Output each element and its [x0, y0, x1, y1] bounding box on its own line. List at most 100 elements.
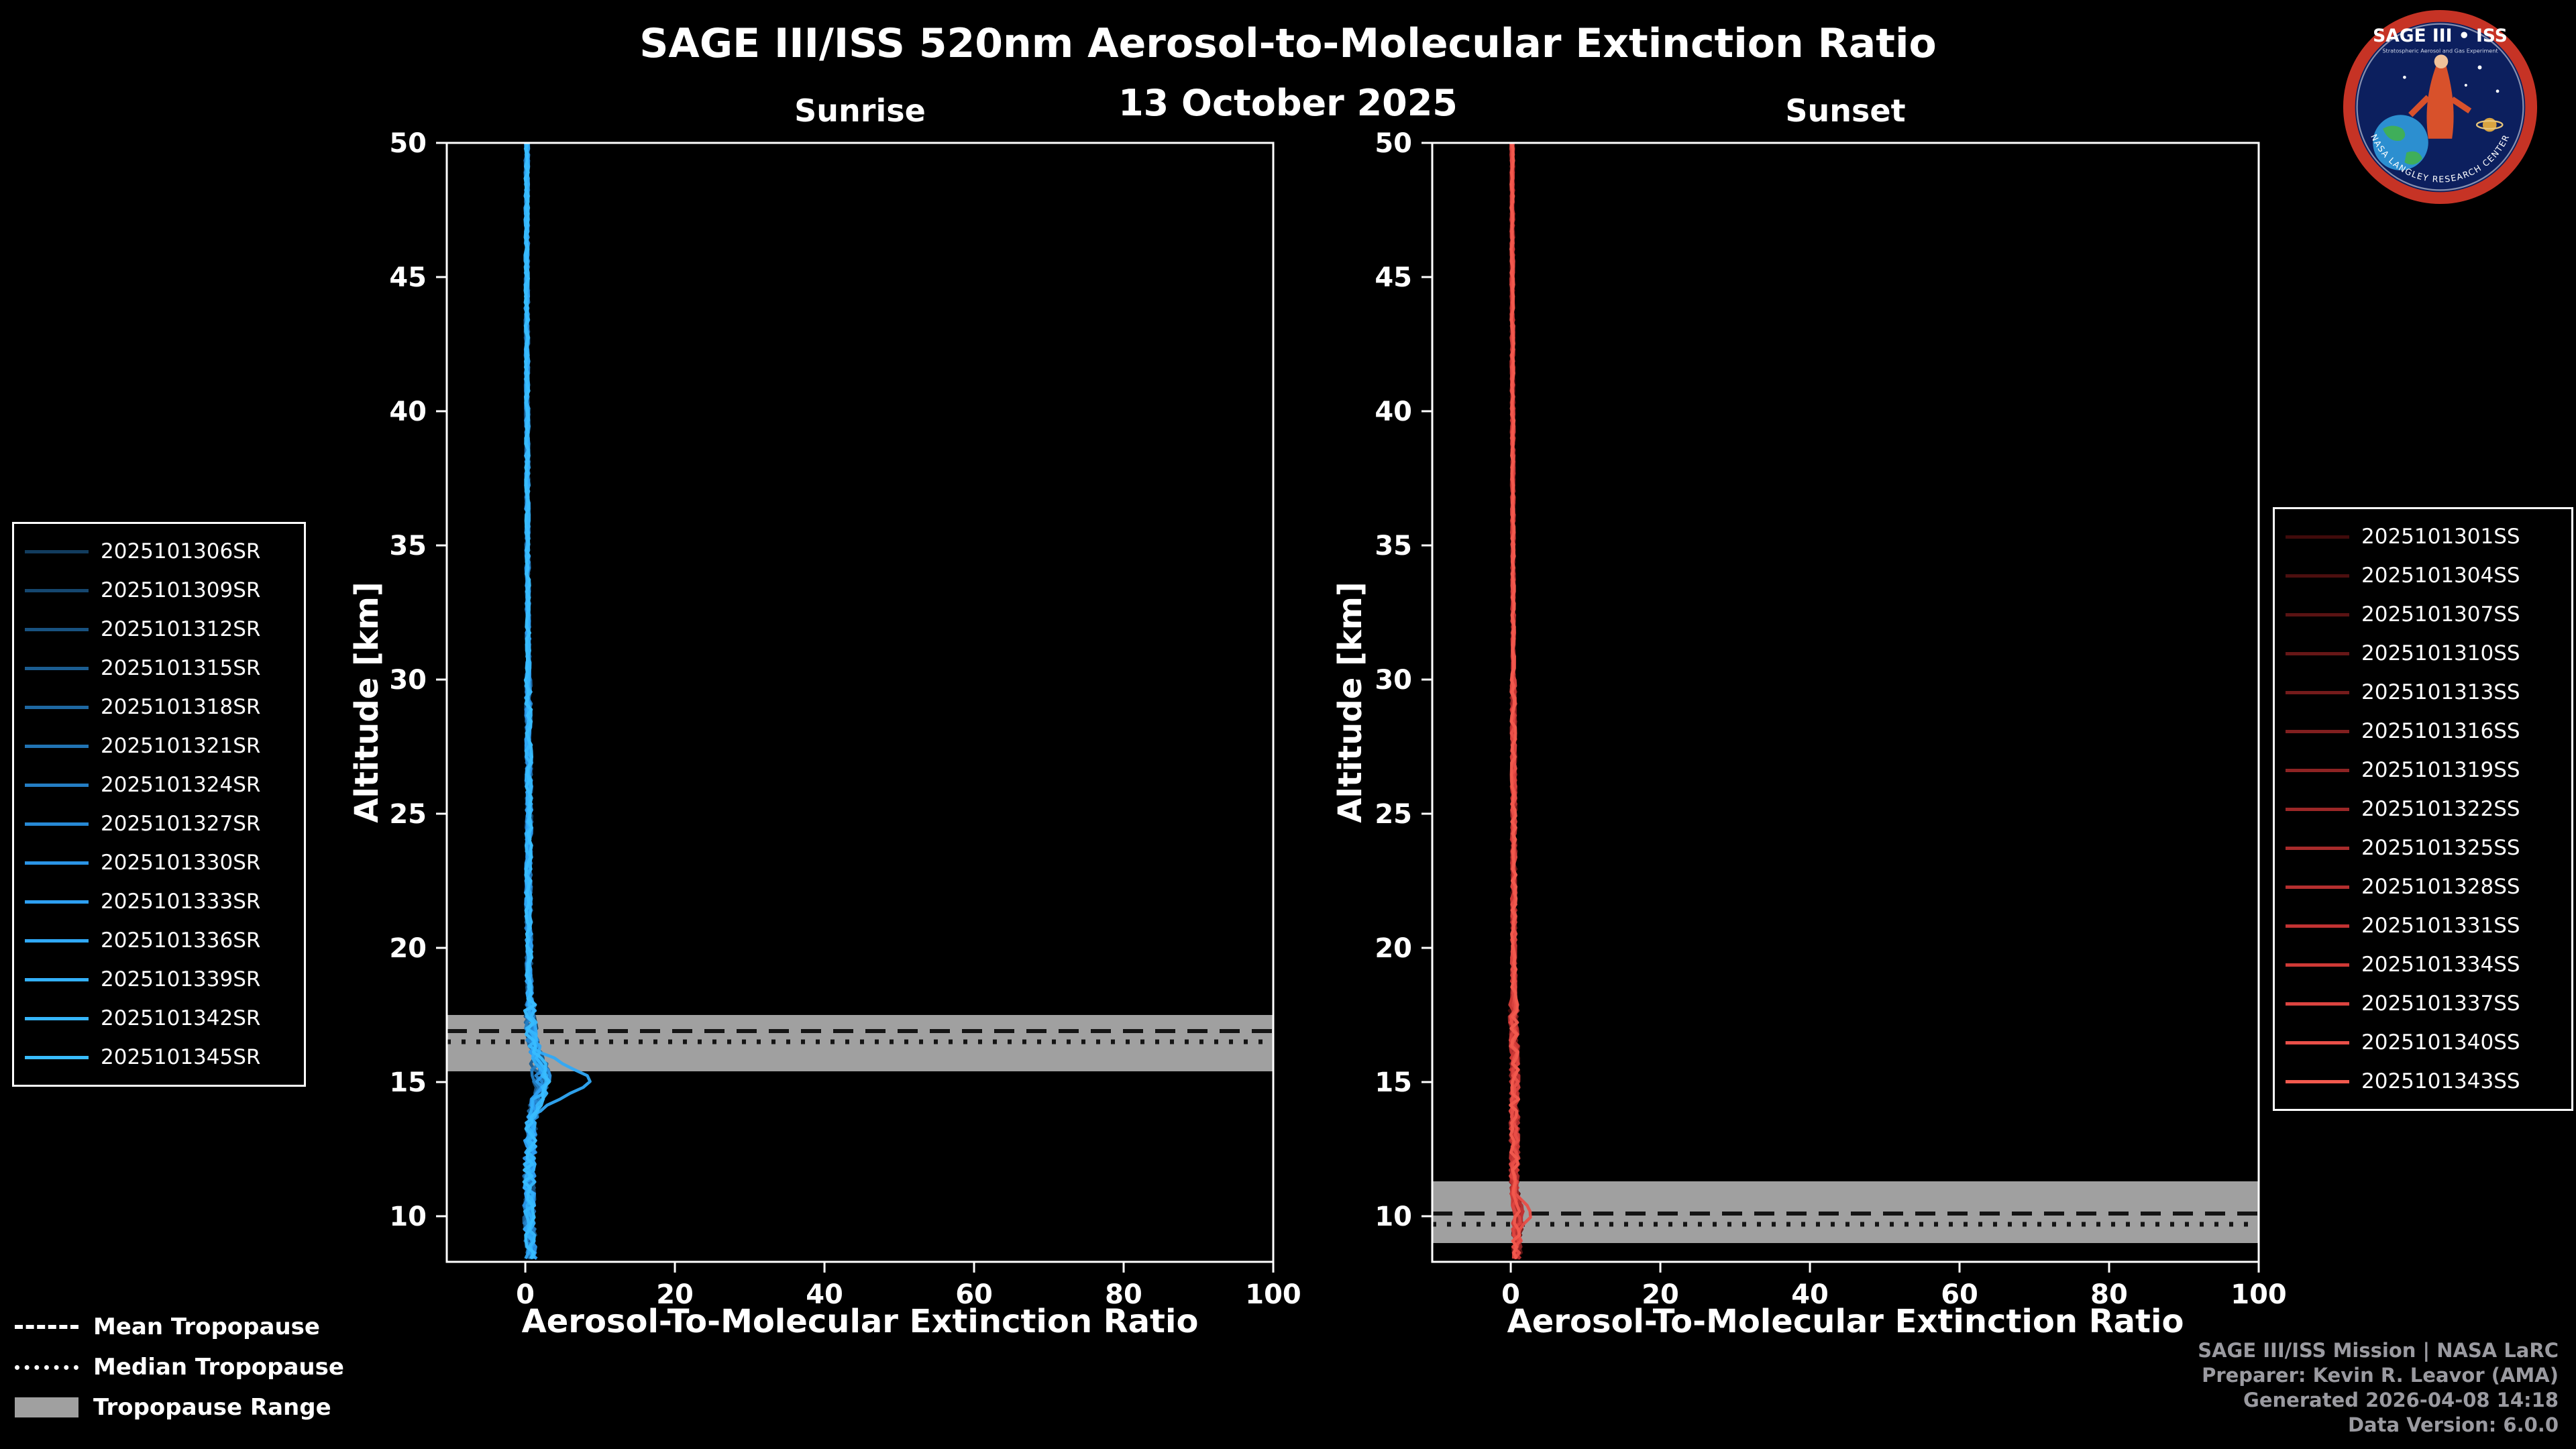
- attribution-block: SAGE III/ISS Mission | NASA LaRC Prepare…: [2198, 1338, 2559, 1438]
- y-tick-label: 30: [1375, 665, 1412, 696]
- legend-item: 2025101306SR: [25, 532, 293, 571]
- mean-tropopause-label: Mean Tropopause: [93, 1313, 320, 1340]
- profile-line-2025101343SS: [1509, 142, 1521, 1260]
- y-tick-label: 15: [389, 1067, 427, 1098]
- mean-tropopause-legend-item: Mean Tropopause: [15, 1307, 344, 1347]
- x-tick-label: 60: [1941, 1279, 1978, 1310]
- legend-item: 2025101313SS: [2286, 673, 2561, 712]
- legend-item: 2025101321SR: [25, 727, 293, 765]
- sunset-event-legend: 2025101301SS 2025101304SS 2025101307SS 2025…: [2273, 507, 2573, 1111]
- attribution-generated: Generated 2026-04-08 14:18: [2243, 1389, 2559, 1411]
- legend-label: 2025101313SS: [2361, 680, 2520, 704]
- legend-line-sample: [25, 977, 89, 981]
- figure-arms: [2408, 95, 2472, 117]
- legend-line-sample: [25, 588, 89, 592]
- legend-label: 2025101343SS: [2361, 1069, 2520, 1093]
- figure-robe: [2426, 65, 2454, 139]
- sage-iss-mission-patch: SAGE III • ISS Stratospheric Aerosol and…: [2343, 9, 2538, 205]
- legend-label: 2025101319SS: [2361, 758, 2520, 782]
- legend-line-sample: [25, 1016, 89, 1020]
- tropopause-range-legend-item: Tropopause Range: [15, 1387, 344, 1428]
- legend-line-sample: [2286, 768, 2349, 772]
- tropopause-range-label: Tropopause Range: [93, 1394, 331, 1421]
- x-tick-label: 20: [656, 1279, 694, 1310]
- legend-label: 2025101340SS: [2361, 1030, 2520, 1055]
- figure-title: SAGE III/ISS 520nm Aerosol-to-Molecular …: [639, 20, 1937, 67]
- x-tick-label: 0: [1501, 1279, 1520, 1310]
- legend-item: 2025101339SR: [25, 960, 293, 999]
- legend-label: 2025101301SS: [2361, 525, 2520, 549]
- plot-frame: [1431, 142, 2260, 1263]
- legend-item: 2025101304SS: [2286, 556, 2561, 595]
- earth-land: [2404, 151, 2422, 165]
- legend-line-sample: [25, 783, 89, 787]
- x-tick-label: 80: [1105, 1279, 1142, 1310]
- x-tick-label: 20: [1642, 1279, 1679, 1310]
- patch-title: SAGE III • ISS: [2373, 25, 2508, 46]
- legend-item: 2025101307SS: [2286, 595, 2561, 634]
- y-tick-label: 10: [389, 1201, 427, 1232]
- sunset-plot: 0 20 40 60 80 100 10 15 20 25 30 35 40 45 50: [1375, 128, 2286, 1310]
- star-icon: [2464, 83, 2467, 87]
- legend-label: 2025101304SS: [2361, 564, 2520, 588]
- y-tick-label: 35: [389, 531, 427, 561]
- plot-frame: [445, 142, 1275, 1263]
- y-tick-label: 20: [1375, 933, 1412, 964]
- legend-line-sample: [2286, 846, 2349, 850]
- legend-label: 2025101310SS: [2361, 641, 2520, 665]
- planet-icon: [2482, 117, 2497, 132]
- legend-label: 2025101307SS: [2361, 602, 2520, 627]
- median-tropopause-label: Median Tropopause: [93, 1354, 344, 1381]
- legend-label: 2025101333SR: [101, 890, 261, 914]
- patch-inner-ring: [2356, 23, 2524, 191]
- legend-line-sample: [25, 627, 89, 631]
- legend-label: 2025101342SR: [101, 1006, 261, 1030]
- legend-line-sample: [25, 822, 89, 826]
- legend-label: 2025101327SR: [101, 812, 261, 836]
- legend-label: 2025101345SR: [101, 1045, 261, 1069]
- attribution-mission: SAGE III/ISS Mission | NASA LaRC: [2198, 1339, 2559, 1362]
- y-tick-label: 15: [1375, 1067, 1412, 1098]
- star-icon: [2496, 89, 2500, 93]
- earth-land: [2382, 125, 2406, 142]
- legend-label: 2025101331SS: [2361, 914, 2520, 938]
- planet-ring-icon: [2475, 119, 2504, 130]
- legend-label: 2025101334SS: [2361, 953, 2520, 977]
- legend-line-sample: [25, 938, 89, 943]
- legend-line-sample: [2286, 651, 2349, 655]
- legend-line-sample: [25, 900, 89, 904]
- figure-date: 13 October 2025: [1118, 82, 1458, 124]
- legend-label: 2025101336SR: [101, 928, 261, 953]
- patch-subtitle: Stratospheric Aerosol and Gas Experiment: [2382, 47, 2498, 54]
- legend-line-sample: [2286, 885, 2349, 889]
- legend-label: 2025101337SS: [2361, 991, 2520, 1016]
- y-tick-label: 25: [1375, 799, 1412, 830]
- legend-item: 2025101310SS: [2286, 634, 2561, 673]
- y-tick-label: 50: [1375, 128, 1412, 159]
- legend-label: 2025101339SR: [101, 967, 261, 991]
- legend-line-sample: [25, 549, 89, 553]
- legend-line-sample: [2286, 1002, 2349, 1006]
- legend-item: 2025101319SS: [2286, 751, 2561, 790]
- legend-item: 2025101337SS: [2286, 984, 2561, 1023]
- y-tick-label: 40: [1375, 396, 1412, 427]
- legend-line-sample: [2286, 1040, 2349, 1044]
- legend-line-sample: [2286, 924, 2349, 928]
- legend-label: 2025101321SR: [101, 734, 261, 758]
- legend-item: 2025101316SS: [2286, 712, 2561, 751]
- legend-item: 2025101318SR: [25, 688, 293, 727]
- legend-label: 2025101306SR: [101, 539, 261, 564]
- legend-item: 2025101334SS: [2286, 945, 2561, 984]
- x-tick-label: 40: [1791, 1279, 1829, 1310]
- legend-item: 2025101315SR: [25, 649, 293, 688]
- sunrise-panel-title: Sunrise: [794, 93, 926, 129]
- legend-item: 2025101322SS: [2286, 790, 2561, 828]
- legend-line-sample: [2286, 963, 2349, 967]
- star-icon: [2403, 75, 2406, 79]
- x-tick-label: 100: [2231, 1279, 2287, 1310]
- legend-item: 2025101330SR: [25, 843, 293, 882]
- legend-line-sample: [25, 861, 89, 865]
- legend-line-sample: [2286, 729, 2349, 733]
- y-tick-label: 30: [389, 665, 427, 696]
- legend-line-sample: [2286, 612, 2349, 616]
